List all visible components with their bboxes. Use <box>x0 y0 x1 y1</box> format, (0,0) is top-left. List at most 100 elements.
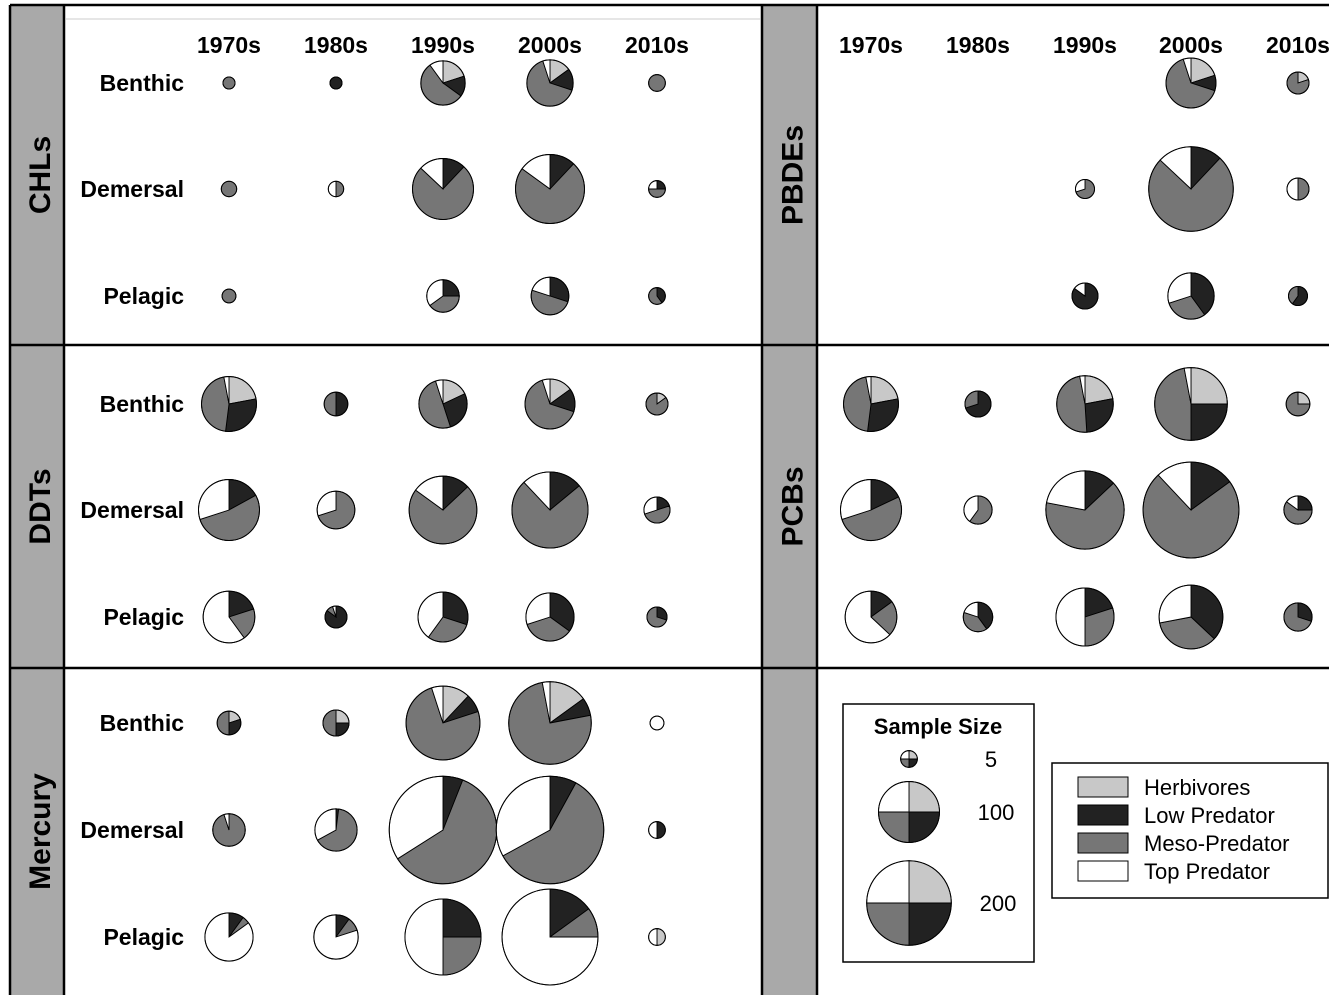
pie-mercury-demersal-1970s-outline <box>212 813 246 847</box>
pie-pcbs-demersal-1980s <box>963 495 993 525</box>
pie-chls-pelagic-2000s <box>530 276 570 316</box>
pie-ddts-demersal-1980s <box>316 490 356 530</box>
pie-pcbs-demersal-2010s <box>1283 495 1313 525</box>
pie-chls-benthic-1980s-outline <box>329 76 343 90</box>
habitat-label-mercury-pelagic: Pelagic <box>103 924 184 950</box>
pie-mercury-demersal-2000s-outline <box>495 775 605 885</box>
panel-label-mercury: Mercury <box>24 773 57 890</box>
decade-label-pbdes-1990s: 1990s <box>1053 32 1117 58</box>
trophic-group-legend: Herbivores Low Predator Meso-Predator Top P… <box>1051 762 1329 899</box>
panel-chls: CHLs 1970s 1980s 1990s 2000s 2010s Benthic Deme… <box>24 32 689 316</box>
habitat-label-mercury-demersal: Demersal <box>80 817 184 843</box>
pie-pcbs-benthic-1970s-outline <box>843 376 899 432</box>
pie-ddts-pelagic-2000s <box>525 592 575 642</box>
panel-grid: CHLs 1970s 1980s 1990s 2000s 2010s Benthic Deme… <box>24 32 1329 986</box>
sample-size-legend: Sample Size 5 100 200 <box>842 703 1035 963</box>
sample-size-pie-200-outline <box>866 860 952 946</box>
pie-ddts-demersal-2010s-outline <box>643 496 671 524</box>
habitat-label-chls-demersal: Demersal <box>80 176 184 202</box>
pie-ddts-demersal-1970s <box>198 479 260 541</box>
pie-chls-demersal-2010s-outline <box>648 180 666 198</box>
pie-pcbs-pelagic-2000s-outline <box>1158 584 1224 650</box>
pie-pbdes-pelagic-2000s-outline <box>1167 272 1215 320</box>
pie-ddts-benthic-1980s <box>323 391 349 417</box>
pie-pbdes-pelagic-1990s-outline <box>1071 282 1099 310</box>
pie-chls-demersal-2000s-outline <box>515 154 585 224</box>
pie-mercury-benthic-1990s <box>405 685 481 761</box>
legend-swatch-low-predator <box>1077 804 1129 826</box>
legend-swatch-top-predator <box>1077 860 1129 882</box>
pie-pcbs-demersal-1980s-outline <box>963 495 993 525</box>
pie-ddts-demersal-1970s-outline <box>198 479 260 541</box>
pie-pbdes-demersal-1990s-outline <box>1074 178 1096 200</box>
middle-label-strip <box>762 5 817 995</box>
pie-pcbs-pelagic-2010s-outline <box>1283 602 1313 632</box>
panel-label-pbdes: PBDEs <box>777 125 810 225</box>
pie-mercury-benthic-1970s-outline <box>216 710 242 736</box>
pie-mercury-benthic-2010s <box>649 715 665 731</box>
pie-pcbs-demersal-2000s <box>1142 461 1240 559</box>
pie-mercury-benthic-2010s-outline <box>649 715 665 731</box>
decade-label-pbdes-1970s: 1970s <box>839 32 903 58</box>
panel-ddts: DDTs Benthic Demersal Pelagic <box>24 376 671 644</box>
pie-pcbs-demersal-1990s-outline <box>1045 470 1125 550</box>
pie-chls-benthic-1970s-outline <box>222 76 236 90</box>
pie-chls-pelagic-1970s-outline <box>221 288 237 304</box>
pie-chls-pelagic-1990s <box>426 279 460 313</box>
pie-pbdes-benthic-2000s <box>1165 57 1217 109</box>
pie-pcbs-benthic-2000s <box>1154 367 1228 441</box>
legend-label-low-predator: Low Predator <box>1144 803 1275 828</box>
pie-pbdes-pelagic-2000s <box>1167 272 1215 320</box>
pie-ddts-pelagic-1990s-outline <box>417 591 469 643</box>
pie-chls-pelagic-1990s-outline <box>426 279 460 313</box>
pie-mercury-demersal-1980s-outline <box>314 808 358 852</box>
pie-ddts-demersal-1990s-outline <box>408 475 478 545</box>
pie-pcbs-benthic-1980s <box>964 390 992 418</box>
pie-ddts-benthic-2000s-outline <box>524 378 576 430</box>
sample-size-pie-100-outline <box>878 781 940 843</box>
legend-swatch-herbivores <box>1077 776 1129 798</box>
pie-ddts-pelagic-1980s <box>324 605 348 629</box>
pie-pcbs-pelagic-2000s <box>1158 584 1224 650</box>
pie-chls-demersal-2000s <box>515 154 585 224</box>
pie-mercury-benthic-2000s-outline <box>508 681 592 765</box>
pie-mercury-pelagic-2010s-outline <box>648 928 666 946</box>
pie-pbdes-demersal-2000s <box>1148 146 1234 232</box>
pie-pcbs-pelagic-1970s <box>844 590 898 644</box>
pie-mercury-pelagic-1970s <box>204 912 254 962</box>
pie-ddts-pelagic-1970s <box>202 590 256 644</box>
pie-ddts-demersal-1990s <box>408 475 478 545</box>
decade-label-pbdes-2010s: 2010s <box>1266 32 1329 58</box>
pie-mercury-pelagic-1970s-outline <box>204 912 254 962</box>
pie-chls-pelagic-2000s-outline <box>530 276 570 316</box>
pie-ddts-demersal-2000s <box>511 471 589 549</box>
pie-ddts-pelagic-2000s-outline <box>525 592 575 642</box>
legend-label-meso-predator: Meso-Predator <box>1144 831 1290 856</box>
pie-pcbs-benthic-2010s-outline <box>1285 391 1311 417</box>
pie-ddts-pelagic-1990s <box>417 591 469 643</box>
pie-ddts-benthic-1990s-outline <box>418 379 468 429</box>
panel-label-ddts: DDTs <box>24 468 57 544</box>
pie-ddts-demersal-1980s-outline <box>316 490 356 530</box>
pie-ddts-benthic-1970s <box>201 376 257 432</box>
decade-label-chls-1970s: 1970s <box>197 32 261 58</box>
pie-pbdes-demersal-2010s <box>1286 177 1310 201</box>
decade-label-chls-2000s: 2000s <box>518 32 582 58</box>
pie-mercury-demersal-2010s <box>648 821 666 839</box>
pie-mercury-demersal-1970s <box>212 813 246 847</box>
pie-pcbs-benthic-1980s-outline <box>964 390 992 418</box>
pie-chls-demersal-1970s <box>220 180 238 198</box>
pie-pbdes-pelagic-2010s <box>1287 285 1309 307</box>
legend-label-top-predator: Top Predator <box>1144 859 1270 884</box>
sample-size-label-5: 5 <box>985 747 997 772</box>
pie-pcbs-pelagic-2010s <box>1283 602 1313 632</box>
pie-pbdes-benthic-2000s-outline <box>1165 57 1217 109</box>
pie-chls-demersal-1970s-outline <box>220 180 238 198</box>
pie-ddts-benthic-2010s-outline <box>645 392 669 416</box>
pie-chls-pelagic-2010s-outline <box>648 287 666 305</box>
panel-pcbs: PCBs <box>777 367 1313 650</box>
decade-label-pbdes-2000s: 2000s <box>1159 32 1223 58</box>
panel-mercury: Mercury Benthic Demersal Pelagic <box>24 681 666 986</box>
pie-pcbs-demersal-1970s <box>840 479 902 541</box>
pie-mercury-pelagic-2010s <box>648 928 666 946</box>
